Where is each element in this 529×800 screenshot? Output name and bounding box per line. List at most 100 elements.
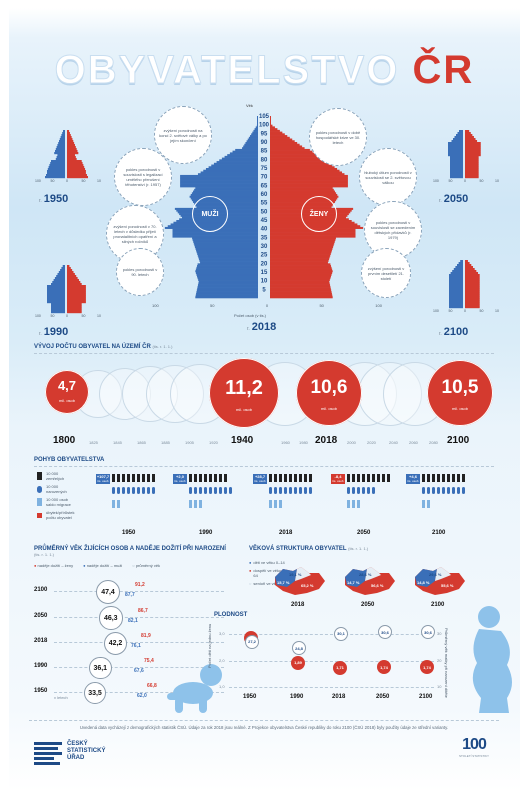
small-pyramid-bar (67, 283, 82, 286)
avg-age-value: 36,1 (89, 656, 112, 680)
small-pyramid-bar (67, 273, 75, 276)
pyramid-age-label: 35 (261, 235, 268, 241)
movement-change-value: +107,7 (96, 474, 110, 479)
movement-year: 2100 (432, 530, 446, 536)
deceased-icon (224, 474, 227, 482)
pyramid-bar-women (270, 148, 310, 151)
pyramid-bar-men (224, 155, 258, 158)
small-pyramid-bar (67, 172, 86, 175)
pyramid-bar-women (270, 124, 273, 127)
newborn-icon (279, 487, 282, 494)
pyramid-bar-men (172, 233, 258, 236)
divider (34, 353, 494, 354)
small-pyramid-2050: 100 50 0 50 100 (433, 130, 499, 183)
infographic-poster: OBYVATELSTVO ČR 105 100 95 90 85 80 75 70 65 60 55… (9, 8, 520, 792)
map-seniors-region (295, 567, 311, 581)
small-pyramid-bar (51, 307, 65, 310)
deceased-icon (112, 474, 115, 482)
newborn-icon (347, 487, 350, 494)
pyramid-bar-women (270, 155, 320, 158)
small-pyramid-bar (67, 144, 75, 147)
newborn-icon (189, 487, 192, 494)
newborn-icon (372, 487, 375, 494)
pyramid-bar-women (270, 285, 331, 288)
timeline-small-year: 1905 (185, 440, 194, 445)
small-pyramid-bar (465, 294, 480, 297)
timeline-small-year: 1960 (281, 440, 290, 445)
pyramid-bar-men (180, 178, 258, 181)
pyramid-note: pokles porodnosti v souvislosti s legali… (114, 148, 172, 206)
mother-age-marker: 30,6 (378, 625, 392, 640)
legend-label: průměrný věk (135, 563, 161, 568)
logo-line: ÚŘAD (67, 755, 85, 761)
pyramid-bar-women (270, 131, 283, 134)
deceased-icon (219, 474, 222, 482)
small-pyramid-bar (67, 291, 86, 294)
small-pyramid-bar (448, 148, 463, 151)
small-pyramid-bar (55, 158, 65, 161)
pyramid-bar-women (270, 259, 329, 262)
pyramid-bar-women (270, 263, 331, 266)
small-pyramid-bar (67, 168, 86, 171)
pyramid-bar-men (198, 282, 258, 285)
small-pyramid-bar (465, 284, 480, 287)
pyramid-bar-men (193, 242, 258, 245)
pyramid-bar-men (248, 136, 258, 139)
pyramid-bar-men (190, 194, 258, 197)
movement-title: POHYB OBYVATELSTVA (34, 457, 105, 463)
small-pyramid-bar (465, 266, 473, 269)
pyramid-bar-men (243, 145, 258, 148)
small-pyramid-bar (60, 136, 65, 139)
small-pyramid-bar (465, 276, 480, 279)
small-pyramid-bar (67, 307, 82, 310)
pyramid-bar-men (255, 126, 258, 129)
pyramid-bar-women (270, 273, 332, 276)
small-pyramid-bar (465, 134, 473, 137)
small-pyramid-bar (457, 264, 463, 267)
life-expectancy-women: 75,4 (144, 658, 154, 664)
small-pyramid-bar (56, 146, 65, 149)
migrant-icon (357, 500, 360, 508)
men-marker-icon: ● (83, 563, 86, 568)
movement-change-tag: +2,0 tis. osob (173, 474, 187, 484)
pyramid-bar-men (213, 162, 258, 165)
deceased-icon (352, 474, 355, 482)
deceased-icon (274, 474, 277, 482)
small-pyramid-bar (47, 291, 65, 294)
highlight-value: 11,2 (225, 377, 263, 399)
small-pyramid-bar (450, 174, 463, 177)
pyramid-bar-men (193, 200, 258, 203)
pyramid-bar-women (270, 145, 303, 148)
life-expectancy-men: 87,7 (125, 592, 135, 598)
pyramid-bar-men (205, 168, 258, 171)
axis-tick: 50 (210, 303, 215, 308)
footer-note: Uvedená data vycházejí z demografických … (79, 725, 449, 730)
small-pyramid-bar (450, 172, 463, 175)
deceased-icon (137, 474, 140, 482)
fertility-gridline (229, 661, 434, 662)
age-structure-year: 2100 (431, 602, 445, 608)
deceased-icon (132, 474, 135, 482)
pyramid-bar-men (195, 247, 258, 250)
deceased-icon (442, 474, 445, 482)
movement-year: 2018 (279, 530, 293, 536)
small-axis-tick: 50 (51, 314, 55, 318)
pyramid-bar-men (197, 263, 258, 266)
pyramid-bar-women (270, 266, 332, 269)
small-pyramid-bar (67, 281, 81, 284)
newborn-icon (422, 487, 425, 494)
age-structure-share: 28,6 % (359, 572, 372, 577)
avg-marker-icon: ○ (132, 563, 135, 568)
avg-age-value: 47,4 (96, 580, 120, 604)
adults-dot-icon: ● (249, 568, 252, 573)
newborn-icon (224, 487, 227, 494)
pyramid-bar-women (270, 173, 345, 176)
deceased-icon (122, 474, 125, 482)
small-pyramid-bar (465, 160, 479, 163)
fertility-tick-left: 1,0 (219, 684, 225, 689)
life-expectancy-men: 82,1 (128, 618, 138, 624)
pyramid-bar-women (270, 140, 295, 143)
small-pyramid-bar (63, 130, 65, 133)
newborn-icon (462, 487, 465, 494)
age-structure-share: 29,6 % (429, 572, 442, 577)
